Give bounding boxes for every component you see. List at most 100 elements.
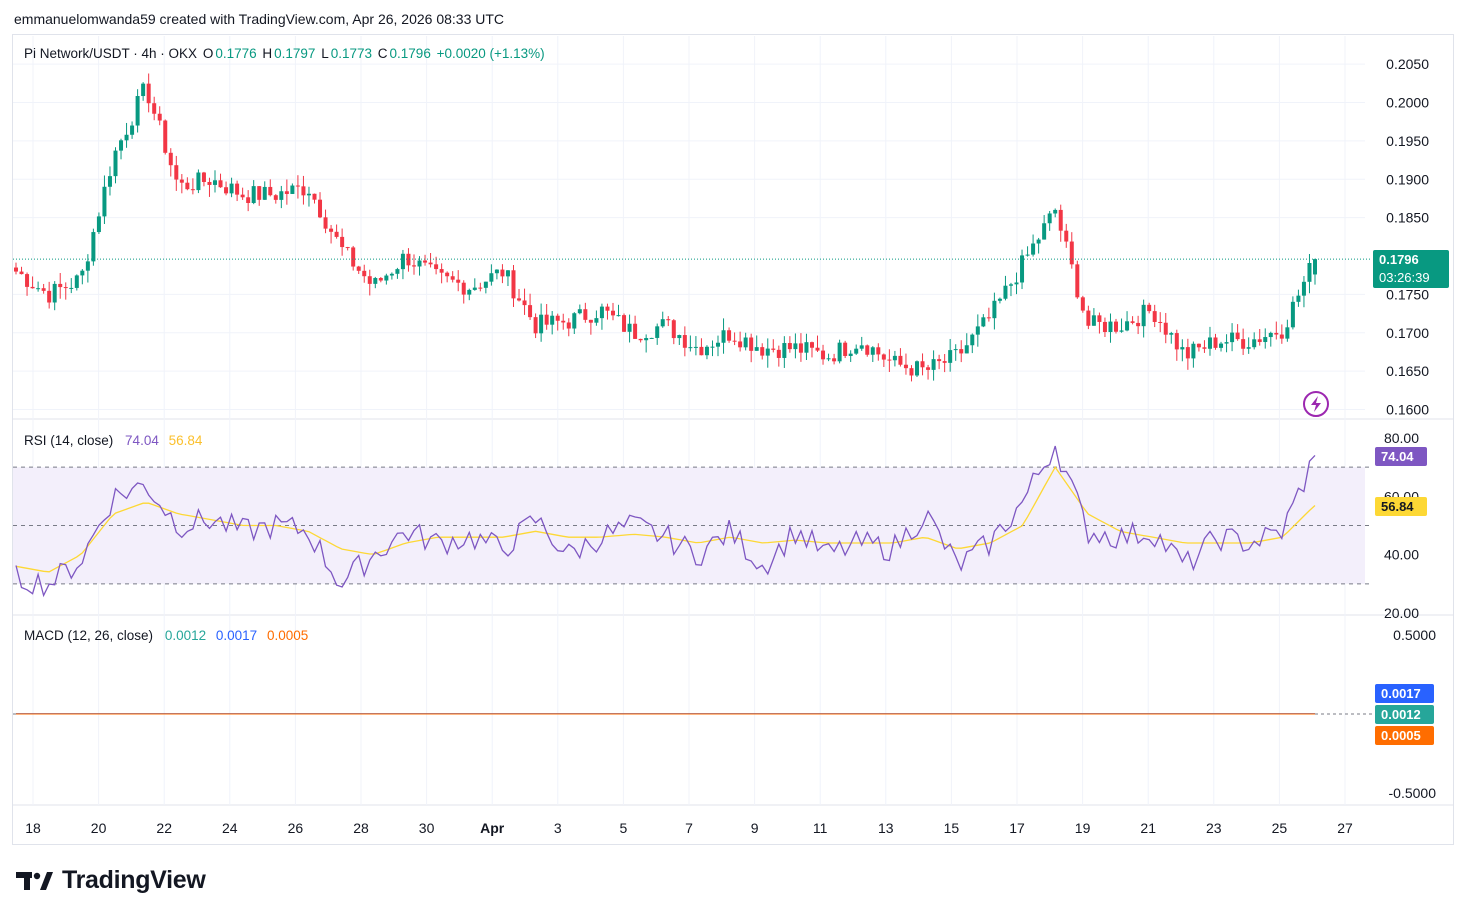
candle-body: [351, 247, 356, 267]
candle-body: [754, 347, 759, 351]
candle-body: [997, 298, 1002, 301]
price-tick-label: 0.2000: [1386, 95, 1429, 111]
x-tick-label: 27: [1337, 820, 1353, 836]
macd-hist-value: 0.0012: [164, 628, 207, 643]
tradingview-logo-icon: [16, 871, 53, 890]
x-tick-label: 21: [1140, 820, 1156, 836]
x-tick-label: 7: [685, 820, 693, 836]
candle-body: [450, 276, 455, 280]
rsi-name[interactable]: RSI (14, close): [24, 433, 114, 448]
candle-body: [909, 368, 914, 376]
candle-body: [1252, 339, 1257, 348]
candle-body: [832, 358, 837, 362]
candle-body: [975, 326, 980, 335]
x-tick-label: 15: [944, 820, 960, 836]
candle-body: [96, 216, 101, 233]
candle-body: [428, 262, 433, 265]
candle-body: [1241, 339, 1246, 349]
change-value: +0.0020 (+1.13%): [436, 46, 545, 61]
candle-body: [577, 309, 582, 314]
candle-body: [1014, 282, 1019, 285]
candle-body: [539, 314, 544, 334]
candle-body: [1202, 347, 1207, 349]
candle-body: [1036, 239, 1041, 244]
chart-attribution: emmanuelomwanda59 created with TradingVi…: [14, 11, 505, 27]
candle-body: [787, 343, 792, 350]
candle-body: [152, 103, 157, 114]
candle-body: [937, 359, 942, 362]
candle-body: [124, 134, 129, 141]
candle-body: [1180, 347, 1185, 350]
candle-body: [572, 313, 577, 329]
candle-body: [749, 337, 754, 351]
candle-body: [561, 320, 566, 323]
candle-body: [1064, 230, 1069, 242]
candle-body: [47, 290, 52, 303]
candle-body: [522, 300, 527, 306]
candle-body: [970, 334, 975, 346]
x-tick-label: 28: [353, 820, 369, 836]
candle-body: [439, 269, 444, 273]
candle-body: [323, 217, 328, 229]
candle-body: [793, 343, 798, 350]
price-legend: Pi Network/USDT · 4h · OKX O 0.1776 H 0.17…: [24, 46, 547, 61]
candle-body: [85, 261, 90, 271]
candle-body: [163, 120, 168, 153]
candle-body: [1274, 332, 1279, 335]
candle-body: [63, 287, 68, 289]
candle-body: [58, 283, 63, 288]
candle-body: [926, 367, 931, 370]
macd-tick-label: 0.5000: [1393, 627, 1436, 643]
candle-body: [699, 346, 704, 356]
candle-body: [1285, 327, 1290, 339]
candle-body: [1158, 321, 1163, 323]
x-tick-label: Apr: [480, 820, 505, 836]
symbol-label[interactable]: Pi Network/USDT · 4h · OKX: [24, 46, 198, 61]
low-value: 0.1773: [330, 46, 373, 61]
price-tick-label: 0.1900: [1386, 171, 1429, 187]
candle-body: [30, 286, 35, 289]
candle-body: [649, 337, 654, 339]
x-tick-label: 3: [554, 820, 562, 836]
last-price-tag: 0.1796 03:26:39: [1373, 250, 1449, 288]
candle-body: [207, 181, 212, 185]
candle-body: [273, 195, 278, 200]
price-tick-label: 0.1700: [1386, 325, 1429, 341]
candle-body: [511, 270, 516, 299]
candle-body: [583, 309, 588, 320]
candle-body: [384, 275, 389, 281]
candle-body: [854, 348, 859, 354]
candle-body: [1042, 223, 1047, 240]
candle-body: [235, 183, 240, 195]
candle-body: [1125, 321, 1130, 331]
candle-body: [1130, 321, 1135, 323]
x-tick-label: 20: [91, 820, 107, 836]
candle-body: [1290, 301, 1295, 328]
candle-body: [290, 185, 295, 194]
candle-body: [953, 349, 958, 351]
candle-body: [472, 287, 477, 290]
candle-body: [119, 140, 124, 151]
price-tick-label: 0.2050: [1386, 56, 1429, 72]
candle-body: [688, 347, 693, 349]
high-value: 0.1797: [274, 46, 316, 61]
macd-name[interactable]: MACD (12, 26, close): [24, 628, 154, 643]
candle-body: [1147, 304, 1152, 312]
candle-body: [599, 306, 604, 319]
candle-body: [1097, 315, 1102, 322]
candle-body: [445, 272, 450, 277]
candle-body: [362, 270, 367, 277]
candle-body: [887, 359, 892, 361]
brand-footer[interactable]: TradingView: [16, 866, 206, 895]
candle-body: [141, 83, 146, 97]
candle-body: [500, 269, 505, 277]
candle-body: [660, 319, 665, 327]
candle-body: [815, 347, 820, 351]
candle-body: [25, 274, 30, 287]
candle-body: [1069, 241, 1074, 265]
candle-body: [130, 125, 135, 135]
candle-body: [826, 358, 831, 360]
bar-countdown: 03:26:39: [1379, 270, 1430, 285]
candle-body: [859, 345, 864, 349]
